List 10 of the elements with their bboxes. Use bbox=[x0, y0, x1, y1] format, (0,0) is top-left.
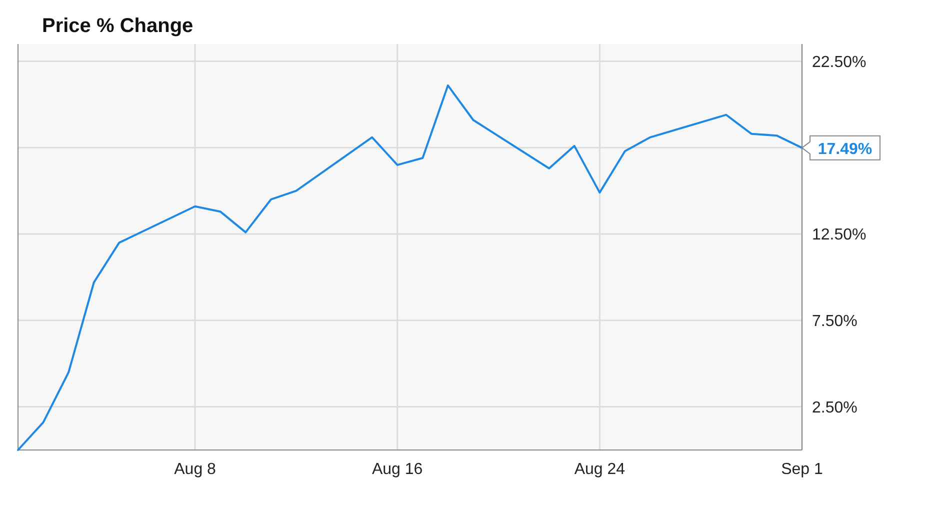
y-tick-label: 7.50% bbox=[812, 313, 858, 330]
x-tick-label: Aug 16 bbox=[372, 461, 423, 478]
data-label: 17.49% bbox=[818, 140, 872, 158]
y-tick-label: 22.50% bbox=[812, 54, 866, 71]
x-tick-label: Aug 24 bbox=[574, 461, 626, 478]
y-tick-label: 2.50% bbox=[812, 399, 858, 416]
chart-title: Price % Change bbox=[42, 15, 194, 37]
x-tick-label: Sep 1 bbox=[781, 461, 824, 478]
x-tick-label: Aug 8 bbox=[174, 461, 216, 478]
y-tick-label: 12.50% bbox=[812, 226, 866, 244]
